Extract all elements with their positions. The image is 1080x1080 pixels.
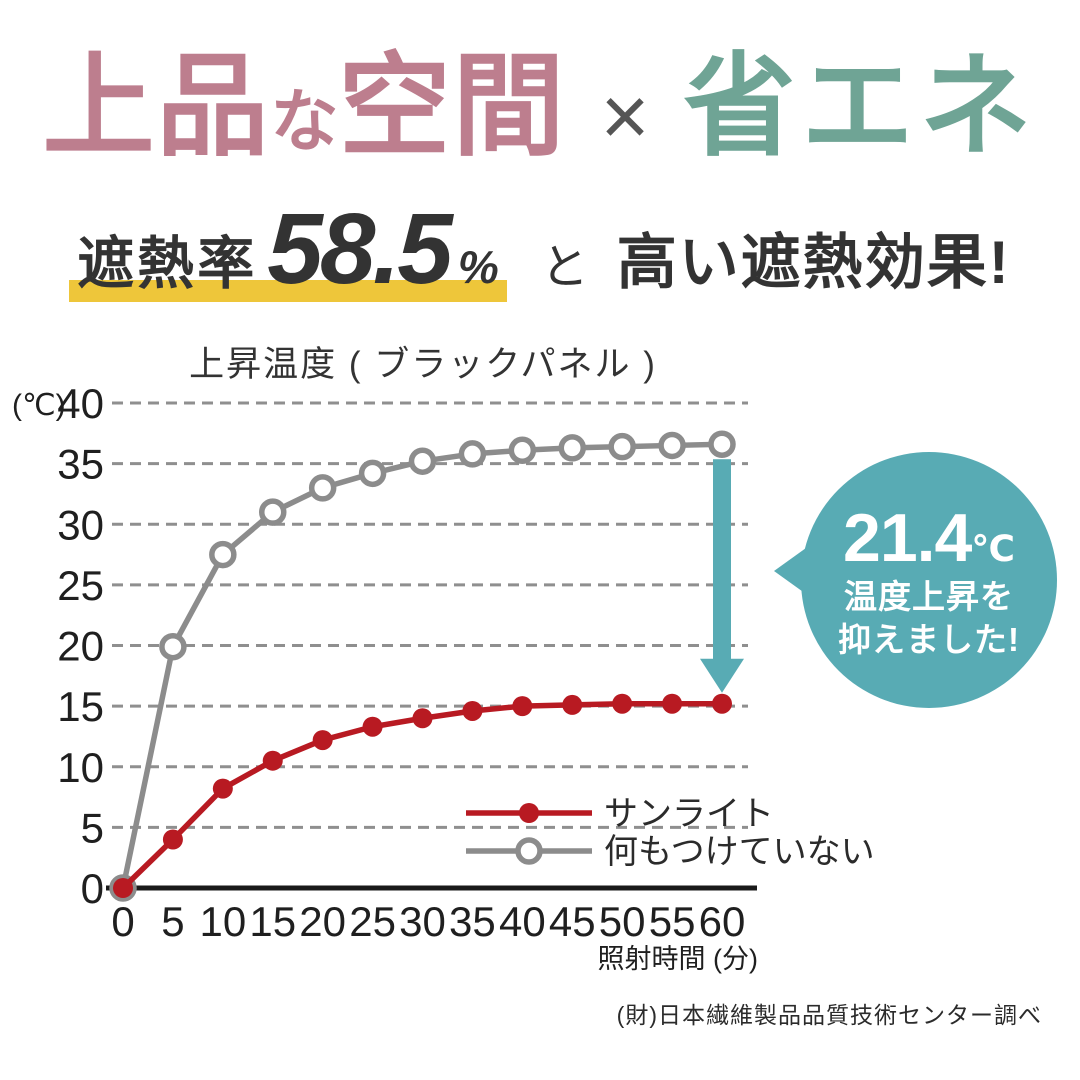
- data-point-sunlight: [612, 693, 633, 714]
- data-point-uncovered: [209, 540, 237, 569]
- x-tick-label: 40: [499, 898, 546, 945]
- y-tick-label: 30: [57, 501, 104, 548]
- y-tick-label: 35: [57, 441, 104, 488]
- x-tick-label: 35: [449, 898, 496, 945]
- title-particle: な: [270, 84, 339, 160]
- y-axis-unit: (℃): [12, 389, 66, 422]
- x-tick-label: 10: [199, 898, 246, 945]
- y-tick-label: 5: [81, 804, 104, 851]
- data-point-uncovered: [258, 498, 287, 526]
- legend-label-uncovered: 何もつけていない: [604, 833, 875, 871]
- data-point-uncovered: [708, 430, 736, 458]
- data-point-uncovered: [308, 474, 337, 502]
- data-series: [109, 430, 736, 902]
- data-point-sunlight: [462, 700, 483, 721]
- stat-label: 遮熱率: [77, 232, 258, 296]
- data-point-sunlight: [662, 693, 683, 714]
- x-tick-label: 25: [349, 898, 396, 945]
- data-point-uncovered: [608, 432, 636, 461]
- title-segment-ecosave: 省エネ: [683, 46, 1038, 170]
- title-segment-space: 空間: [338, 46, 567, 170]
- badge-note-line1: 温度上昇を: [844, 578, 1014, 615]
- legend-marker-uncovered: [515, 837, 543, 865]
- y-tick-label: 20: [57, 623, 104, 670]
- y-tick-label: 40: [57, 380, 104, 427]
- callout-badge: 21.4℃ 温度上昇を 抑えました!: [774, 452, 1057, 708]
- x-tick-label: 5: [161, 898, 184, 945]
- arrow-head: [699, 658, 744, 693]
- y-tick-label: 0: [81, 865, 104, 912]
- stat-unit: %: [457, 241, 499, 293]
- badge-unit: ℃: [971, 528, 1015, 569]
- arrow-shaft: [712, 459, 731, 661]
- x-tick-label: 50: [599, 898, 646, 945]
- highlighted-stat: 遮熱率 58.5 %: [69, 193, 507, 305]
- data-point-sunlight: [512, 696, 533, 717]
- y-tick-label: 15: [57, 683, 104, 730]
- sub-headline: 遮熱率 58.5 % と 高い遮熱効果!: [0, 193, 1080, 305]
- x-axis-title: 照射時間 (分): [598, 944, 758, 974]
- data-point-sunlight: [312, 730, 333, 751]
- connector-text: と: [540, 241, 589, 294]
- data-point-uncovered: [508, 436, 537, 465]
- x-tick-label: 15: [249, 898, 296, 945]
- delta-arrow-icon: [699, 459, 744, 693]
- legend-label-sunlight: サンライト: [604, 795, 774, 833]
- data-point-sunlight: [362, 716, 383, 737]
- data-point-uncovered: [658, 431, 686, 460]
- x-tick-label: 45: [549, 898, 596, 945]
- x-tick-label: 0: [111, 898, 134, 945]
- x-tick-label: 55: [649, 898, 696, 945]
- x-tick-label: 20: [299, 898, 346, 945]
- yellow-highlight-bar: [69, 280, 507, 302]
- badge-value: 21.4℃: [801, 504, 1057, 572]
- y-tick-labels: 0 5 10 15 20 25 30 35 40(℃): [12, 380, 104, 912]
- data-point-sunlight: [412, 708, 433, 729]
- badge-tail-icon: [774, 548, 806, 594]
- data-point-sunlight: [711, 693, 732, 714]
- data-point-sunlight: [212, 778, 233, 799]
- x-tick-label: 60: [699, 898, 746, 945]
- y-tick-label: 25: [57, 562, 104, 609]
- headline-rest: 高い遮熱効果!: [616, 229, 1011, 296]
- main-title: 上品な空間 × 省エネ: [0, 52, 1080, 164]
- badge-note-line2: 抑えました!: [838, 620, 1020, 658]
- data-point-sunlight: [262, 750, 283, 771]
- data-point-uncovered: [358, 459, 387, 488]
- multiply-icon: ×: [600, 69, 650, 163]
- badge-number: 21.4: [843, 500, 972, 576]
- data-point-sunlight: [562, 694, 583, 715]
- title-segment-elegant: 上品: [42, 46, 271, 170]
- data-point-uncovered: [159, 632, 187, 661]
- source-note: (財)日本繊維製品品質技術センター調べ: [616, 1002, 1042, 1028]
- legend-marker-sunlight: [519, 803, 539, 823]
- y-tick-label: 10: [57, 744, 104, 791]
- stat-value: 58.5: [267, 193, 453, 305]
- data-point-uncovered: [458, 440, 487, 468]
- x-tick-label: 30: [399, 898, 446, 945]
- data-point-sunlight: [113, 878, 133, 898]
- data-point-uncovered: [408, 447, 437, 475]
- data-point-sunlight: [162, 829, 183, 850]
- data-point-uncovered: [558, 434, 586, 462]
- chart-title: 上昇温度 ( ブラックパネル ): [189, 345, 657, 384]
